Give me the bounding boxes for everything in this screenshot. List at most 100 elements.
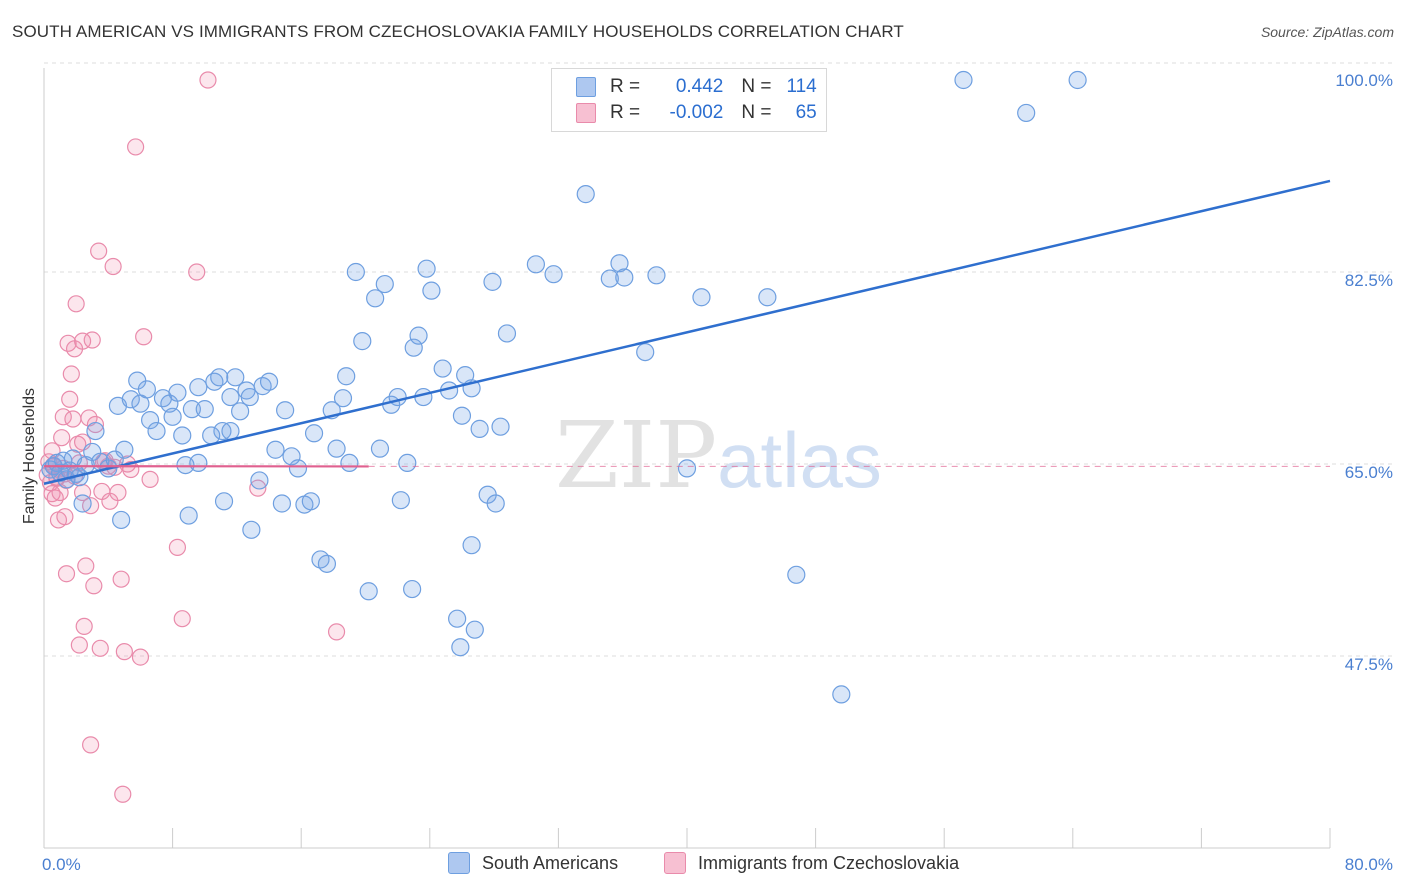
x-tick-label: 80.0% — [1345, 855, 1393, 874]
trend-lines — [43, 179, 1331, 485]
czechoslovakia-point — [57, 565, 76, 583]
legend-swatch-blue — [448, 852, 470, 874]
south-americans-point — [242, 520, 261, 539]
south-americans-point — [115, 440, 134, 459]
legend-row-south-americans: R = 0.442 N = 114 — [576, 75, 817, 99]
legend-item-czechoslovakia: Immigrants from Czechoslovakia — [664, 852, 959, 874]
south-americans-point — [214, 492, 234, 511]
czechoslovakia-point — [112, 570, 130, 588]
legend-swatch-pink — [664, 852, 686, 874]
south-americans-point — [346, 262, 365, 282]
legend-n-label: N = — [741, 102, 777, 123]
series-czechoslovakia-points — [38, 71, 346, 803]
legend-r-label: R = — [610, 76, 646, 97]
south-americans-point — [210, 368, 229, 387]
legend-row-czechoslovakia: R = -0.002 N = 65 — [576, 101, 817, 125]
south-americans-point — [163, 407, 182, 426]
czechoslovakia-point — [83, 331, 101, 349]
south-americans-point — [86, 421, 105, 441]
grid-lines — [44, 62, 1395, 657]
south-americans-point — [409, 326, 428, 345]
south-americans-point — [121, 390, 140, 409]
czechoslovakia-point — [114, 785, 132, 803]
south-americans-point — [179, 506, 198, 525]
south-americans-point — [221, 387, 240, 407]
south-americans-point — [417, 259, 436, 278]
south-americans-point — [189, 378, 208, 397]
south-americans-point — [497, 324, 517, 343]
south-americans-point — [301, 492, 320, 511]
south-americans-point — [259, 372, 279, 391]
south-americans-point — [250, 471, 269, 490]
y-axis-title: Family Households — [21, 388, 38, 524]
czechoslovakia-point — [77, 557, 95, 575]
south-americans-point — [304, 424, 324, 443]
south-americans-point — [692, 288, 711, 307]
south-americans-point — [231, 402, 250, 421]
south-americans-point — [832, 685, 851, 704]
legend-r-label: R = — [610, 102, 646, 123]
south-americans-point — [398, 453, 417, 473]
south-americans-point — [526, 255, 545, 274]
axes — [43, 68, 1331, 849]
south-americans-point — [403, 579, 422, 599]
czechoslovakia-point — [104, 257, 122, 276]
czechoslovakia-point — [249, 479, 267, 497]
south-americans-point — [226, 368, 245, 387]
south-americans-point — [168, 383, 187, 402]
czechoslovakia-point — [75, 617, 93, 635]
legend-n-value: 65 — [795, 102, 817, 123]
south-americans-point — [452, 406, 472, 425]
south-americans-point — [451, 638, 470, 657]
south-americans-point — [391, 491, 410, 510]
south-americans-point — [544, 265, 563, 284]
south-americans-point — [615, 268, 634, 287]
south-americans-point — [272, 494, 292, 513]
series-legend: South Americans Immigrants from Czechosl… — [0, 852, 1406, 878]
south-americans-point — [337, 367, 356, 386]
south-americans-point — [448, 609, 467, 628]
watermark-zip: ZIP — [555, 402, 718, 509]
czechoslovakia-point — [127, 138, 145, 156]
south-americans-point — [954, 70, 973, 90]
south-americans-point — [404, 338, 423, 357]
legend-swatch-pink — [576, 103, 596, 123]
south-americans-point — [677, 459, 697, 478]
south-americans-point — [465, 620, 484, 639]
south-americans-point — [758, 288, 777, 307]
czechoslovakia-point — [46, 489, 64, 507]
south-americans-point — [600, 269, 619, 288]
czechoslovakia-point — [67, 295, 85, 313]
y-tick-label: 100.0% — [1335, 71, 1393, 90]
south-americans-point — [147, 421, 166, 441]
y-tick-label: 65.0% — [1345, 463, 1393, 482]
czechoslovakia-point — [61, 390, 79, 408]
czechoslovakia-point — [85, 577, 103, 595]
south-americans-point — [366, 289, 385, 308]
south-americans-point — [327, 439, 346, 458]
south-americans-point — [340, 453, 359, 473]
south-americans-point — [1017, 103, 1036, 123]
legend-label: Immigrants from Czechoslovakia — [698, 852, 960, 873]
south-americans-point — [266, 440, 285, 459]
legend-n-label: N = — [741, 76, 777, 97]
south-americans-point — [140, 411, 160, 430]
correlation-legend: R = 0.442 N = 114 R = -0.002 N = 65 — [551, 68, 827, 132]
czechoslovakia-point — [86, 415, 105, 434]
x-tick-label: 0.0% — [42, 855, 81, 874]
x-tick-labels: 0.0% 80.0% — [42, 855, 1393, 874]
south-americans-point — [353, 332, 372, 351]
south-americans-point — [73, 494, 92, 513]
legend-r-value: -0.002 — [669, 102, 724, 123]
y-tick-labels: 47.5% 65.0% 82.5% 100.0% — [1335, 71, 1393, 674]
south-americans-point — [333, 389, 353, 408]
legend-label: South Americans — [482, 852, 619, 873]
south-americans-point — [240, 387, 259, 407]
czechoslovakia-point — [70, 636, 88, 654]
legend-n-value: 114 — [786, 76, 817, 97]
south-americans-point — [647, 266, 666, 285]
czechoslovakia-point — [82, 736, 100, 754]
south-americans-point — [636, 342, 655, 362]
series-south-americans-points — [41, 70, 1087, 704]
watermark: ZIPatlas — [555, 402, 882, 509]
